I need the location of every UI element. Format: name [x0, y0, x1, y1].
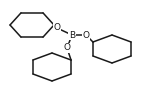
Text: B: B — [69, 31, 75, 40]
Text: O: O — [63, 44, 70, 53]
Text: O: O — [54, 23, 60, 32]
Text: O: O — [83, 31, 89, 40]
